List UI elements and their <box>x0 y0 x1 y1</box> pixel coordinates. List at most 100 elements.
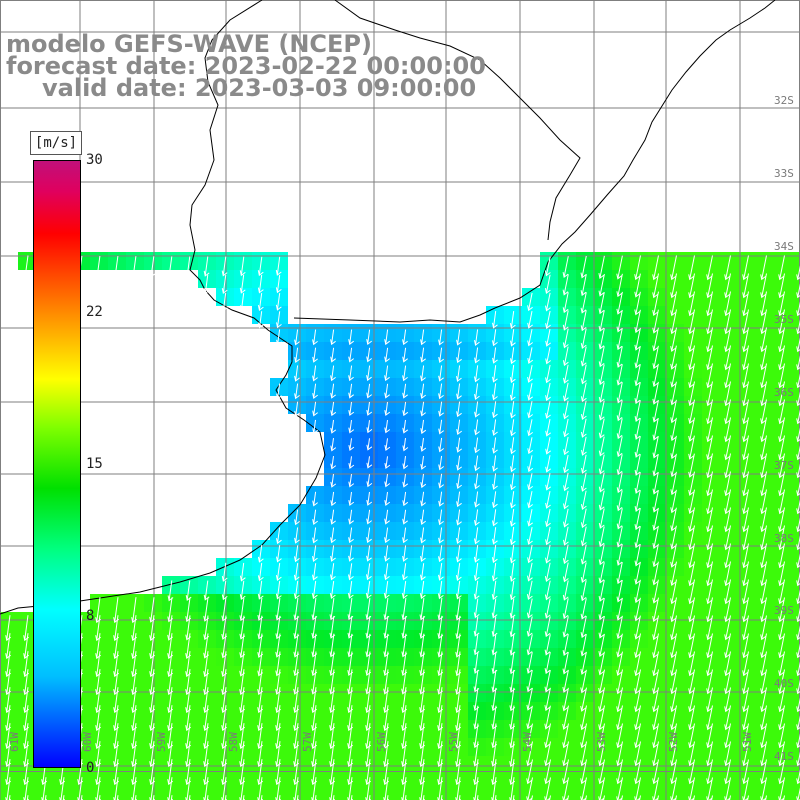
wind-cell <box>792 774 800 792</box>
wind-arrow <box>383 777 389 800</box>
wind-arrow <box>706 363 713 389</box>
wind-arrow <box>760 435 767 461</box>
wind-arrow <box>580 400 587 420</box>
wind-arrow <box>330 383 336 399</box>
wind-arrow <box>580 616 587 639</box>
wind-arrow <box>652 507 659 531</box>
wind-arrow <box>670 669 677 695</box>
wind-arrow <box>616 400 623 422</box>
wind-arrow <box>366 347 372 363</box>
wind-arrow <box>760 633 767 659</box>
wind-arrow <box>402 383 408 399</box>
wind-arrow <box>742 327 749 353</box>
wind-arrow <box>366 563 372 581</box>
wind-arrow <box>634 490 641 512</box>
wind-arrow <box>724 255 731 281</box>
wind-arrow <box>510 473 516 491</box>
wind-arrow <box>474 527 480 545</box>
wind-arrow <box>580 651 587 675</box>
wind-cell <box>792 720 800 738</box>
wind-arrow <box>420 563 426 581</box>
wind-arrow <box>634 705 641 731</box>
wind-cell <box>558 792 576 800</box>
wind-arrow <box>311 777 317 800</box>
wind-arrow <box>149 777 155 800</box>
wind-arrow <box>778 705 785 731</box>
lat-label: 39S <box>774 604 794 617</box>
wind-arrow <box>616 273 623 298</box>
wind-arrow <box>491 580 498 600</box>
wind-arrow <box>474 419 480 436</box>
wind-arrow <box>330 347 336 363</box>
wind-arrow <box>509 383 516 401</box>
wind-arrow <box>562 777 569 800</box>
wind-arrow <box>742 453 749 479</box>
wind-arrow <box>580 562 587 583</box>
wind-arrow <box>562 651 569 675</box>
wind-arrow <box>567 795 569 800</box>
wind-arrow <box>616 723 623 749</box>
lat-label: 38S <box>774 532 794 545</box>
wind-arrow <box>796 391 800 407</box>
lon-label: 61W <box>8 732 21 752</box>
wind-arrow <box>257 256 264 277</box>
wind-arrow <box>348 420 355 434</box>
wind-arrow <box>670 489 677 514</box>
wind-cell <box>450 792 468 800</box>
wind-arrow <box>747 795 749 800</box>
wind-arrow <box>95 777 101 800</box>
wind-arrow <box>527 347 534 364</box>
wind-arrow <box>474 347 480 364</box>
wind-arrow <box>652 363 659 387</box>
wind-cell <box>792 360 800 378</box>
lon-label: 52W <box>667 732 680 752</box>
wind-arrow <box>778 291 785 317</box>
wind-arrow <box>348 509 354 525</box>
wind-arrow <box>580 346 587 367</box>
wind-arrow <box>526 777 533 800</box>
lon-label: 57W <box>301 732 314 752</box>
wind-arrow <box>563 454 569 474</box>
wind-arrow <box>616 526 623 548</box>
wind-arrow <box>724 777 731 800</box>
wind-arrow <box>509 311 516 329</box>
wind-arrow <box>420 455 427 470</box>
wind-cell <box>324 792 342 800</box>
wind-arrow <box>598 273 605 297</box>
wind-arrow <box>688 363 695 389</box>
wind-arrow <box>724 741 731 767</box>
wind-arrow <box>473 562 480 582</box>
wind-arrow <box>580 472 587 492</box>
wind-arrow <box>688 327 695 353</box>
wind-arrow <box>634 651 641 677</box>
wind-arrow <box>598 526 605 548</box>
wind-arrow <box>706 471 713 497</box>
lat-label: 40S <box>774 677 794 690</box>
wind-arrow <box>563 400 569 420</box>
wind-arrow <box>402 545 408 562</box>
wind-arrow <box>545 544 551 564</box>
wind-arrow <box>760 507 767 533</box>
wind-arrow <box>724 417 731 443</box>
wind-arrow <box>670 525 677 550</box>
wind-arrow <box>706 489 713 515</box>
wind-arrow <box>258 311 264 329</box>
wind-arrow <box>706 561 713 587</box>
wind-cell <box>792 522 800 540</box>
colorbar-tick-30: 30 <box>86 152 103 168</box>
wind-arrow <box>456 509 462 526</box>
wind-arrow <box>580 705 587 731</box>
wind-arrow <box>778 417 785 443</box>
wind-arrow <box>526 634 533 656</box>
wind-arrow <box>527 455 534 473</box>
wind-arrow <box>384 329 390 346</box>
wind-arrow <box>796 355 800 371</box>
wind-arrow <box>474 365 480 383</box>
wind-arrow <box>312 401 318 417</box>
wind-arrow <box>419 580 426 600</box>
wind-arrow <box>257 545 264 563</box>
wind-arrow <box>652 453 659 477</box>
wind-arrow <box>688 471 695 496</box>
wind-arrow <box>474 491 480 508</box>
wind-arrow <box>724 579 731 605</box>
